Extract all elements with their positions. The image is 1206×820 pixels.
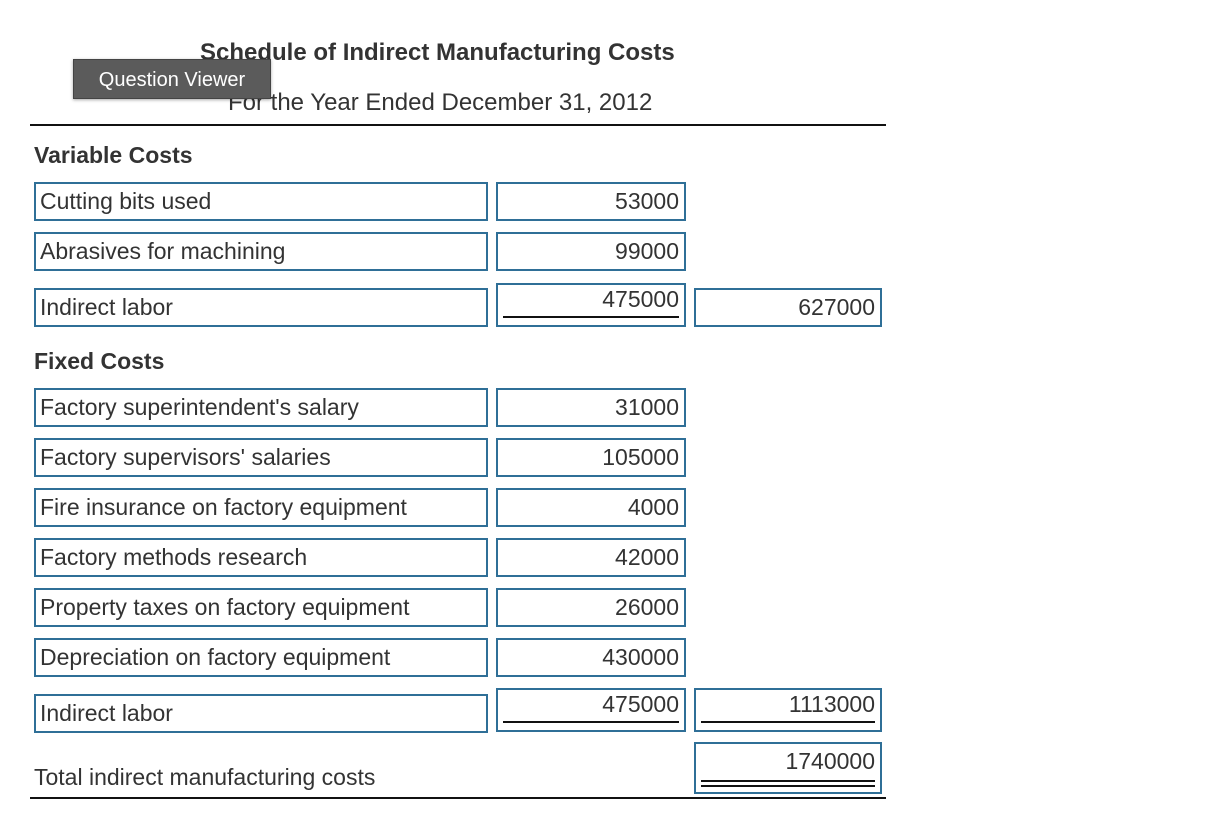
- fixed-row-amount-5[interactable]: 26000: [496, 588, 686, 627]
- fixed-row-amount-7[interactable]: 475000: [496, 688, 686, 732]
- fixed-row-amount-7-value: 475000: [602, 691, 679, 717]
- fixed-row-amount-1[interactable]: 31000: [496, 388, 686, 427]
- fixed-row-amount-4[interactable]: 42000: [496, 538, 686, 577]
- fixed-row-amount-2[interactable]: 105000: [496, 438, 686, 477]
- total-amount[interactable]: 1740000: [694, 742, 882, 794]
- fixed-row-label-1[interactable]: Factory superintendent's salary: [34, 388, 488, 427]
- schedule-title: Schedule of Indirect Manufacturing Costs: [200, 39, 675, 66]
- variable-row-label-3[interactable]: Indirect labor: [34, 288, 488, 327]
- total-label: Total indirect manufacturing costs: [34, 764, 376, 790]
- single-underline: [503, 721, 679, 723]
- fixed-row-amount-3[interactable]: 4000: [496, 488, 686, 527]
- total-amount-value: 1740000: [785, 748, 875, 774]
- variable-row-amount-2[interactable]: 99000: [496, 232, 686, 271]
- fixed-row-label-3[interactable]: Fire insurance on factory equipment: [34, 488, 488, 527]
- fixed-costs-heading: Fixed Costs: [34, 348, 165, 374]
- header-rule: [30, 124, 886, 126]
- variable-row-amount-3-value: 475000: [602, 286, 679, 312]
- variable-row-amount-3[interactable]: 475000: [496, 283, 686, 327]
- fixed-row-label-5[interactable]: Property taxes on factory equipment: [34, 588, 488, 627]
- fixed-row-label-2[interactable]: Factory supervisors' salaries: [34, 438, 488, 477]
- question-viewer-tooltip: Question Viewer: [73, 59, 271, 99]
- variable-row-label-2[interactable]: Abrasives for machining: [34, 232, 488, 271]
- variable-row-amount-1[interactable]: 53000: [496, 182, 686, 221]
- fixed-row-label-4[interactable]: Factory methods research: [34, 538, 488, 577]
- single-underline: [701, 721, 875, 723]
- fixed-row-label-6[interactable]: Depreciation on factory equipment: [34, 638, 488, 677]
- fixed-costs-subtotal-value: 1113000: [788, 691, 875, 717]
- variable-costs-subtotal[interactable]: 627000: [694, 288, 882, 327]
- fixed-costs-subtotal[interactable]: 1113000: [694, 688, 882, 732]
- footer-rule: [30, 797, 886, 799]
- fixed-row-amount-6[interactable]: 430000: [496, 638, 686, 677]
- single-underline: [503, 316, 679, 318]
- fixed-row-label-7[interactable]: Indirect labor: [34, 694, 488, 733]
- double-underline: [701, 780, 875, 787]
- schedule-subtitle: For the Year Ended December 31, 2012: [228, 89, 653, 116]
- variable-row-label-1[interactable]: Cutting bits used: [34, 182, 488, 221]
- variable-costs-heading: Variable Costs: [34, 142, 193, 168]
